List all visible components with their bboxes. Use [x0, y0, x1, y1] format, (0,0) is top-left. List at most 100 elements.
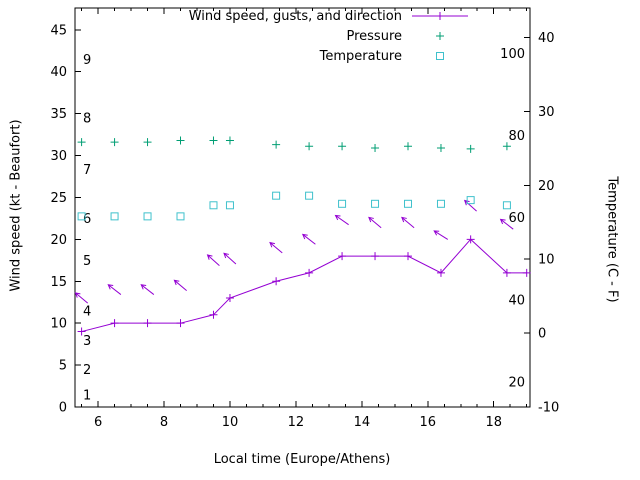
- x-tick-label: 18: [485, 415, 502, 430]
- pressure-point: [209, 136, 218, 145]
- legend-label-temperature: Temperature: [319, 48, 402, 64]
- wind-speed-point: [110, 319, 119, 328]
- wind-speed-line: [81, 238, 527, 333]
- temperature-point: [176, 212, 185, 221]
- right-tick-label: 20: [538, 179, 555, 194]
- pressure-point: [225, 136, 234, 145]
- left-tick-label: 15: [50, 275, 67, 290]
- x-tick-label: 8: [160, 415, 168, 430]
- temperature-legend-sample-icon: [436, 52, 444, 60]
- left-tick-label: 35: [50, 107, 67, 122]
- beaufort-label: 8: [83, 112, 91, 127]
- fahrenheit-label: 80: [508, 129, 525, 144]
- temperature-point: [371, 199, 380, 208]
- right-tick-label: 0: [538, 327, 546, 342]
- pressure-point: [143, 138, 152, 147]
- left-tick-label: 5: [59, 359, 67, 374]
- pressure-legend-sample-icon: [436, 32, 444, 40]
- left-tick-label: 0: [59, 401, 67, 416]
- temperature-point: [143, 212, 152, 221]
- wind-speed-point: [225, 294, 234, 303]
- temperature-point: [209, 201, 218, 210]
- legend-row-pressure: Pressure: [150, 26, 470, 46]
- wind-speed-point: [272, 277, 281, 286]
- wind-direction-arrow: [463, 199, 477, 212]
- temperature-point: [225, 201, 234, 210]
- wind-direction-arrow: [74, 292, 89, 304]
- pressure-point: [502, 142, 511, 151]
- x-tick-label: 14: [354, 415, 371, 430]
- legend-row-temperature: Temperature: [150, 46, 470, 66]
- right-tick-label: 40: [538, 31, 555, 46]
- temperature-point: [404, 199, 413, 208]
- plot-border: [74, 7, 531, 408]
- wind-direction-arrow: [107, 284, 122, 295]
- left-axis-title: Wind speed (kt - Beaufort): [8, 119, 24, 292]
- pressure-point: [466, 144, 475, 153]
- temperature-point: [110, 212, 119, 221]
- legend-label-wind: Wind speed, gusts, and direction: [188, 8, 402, 24]
- legend: Wind speed, gusts, and direction Pressur…: [150, 6, 470, 66]
- beaufort-label: 3: [83, 334, 91, 349]
- right-axis-title: Temperature (C - F): [604, 176, 620, 303]
- temperature-point: [338, 199, 347, 208]
- pressure-point: [77, 138, 86, 147]
- temperature-point: [77, 212, 86, 221]
- pressure-point: [110, 138, 119, 147]
- pressure-point: [436, 143, 445, 152]
- left-tick-label: 45: [50, 23, 67, 38]
- left-tick-label: 25: [50, 191, 67, 206]
- wind-legend-sample-icon: [412, 12, 468, 20]
- x-tick-label: 16: [420, 415, 437, 430]
- left-tick-label: 40: [50, 65, 67, 80]
- wind-direction-arrow: [206, 254, 220, 267]
- fahrenheit-label: 100: [500, 47, 525, 62]
- wind-speed-point: [522, 268, 531, 277]
- x-tick-label: 10: [222, 415, 239, 430]
- wind-speed-point: [466, 235, 475, 244]
- beaufort-label: 2: [83, 363, 91, 378]
- temperature-point: [272, 191, 281, 200]
- right-tick-label: 10: [538, 253, 555, 268]
- beaufort-label: 7: [83, 163, 91, 178]
- x-tick-label: 12: [288, 415, 305, 430]
- pressure-point: [272, 140, 281, 149]
- pressure-point: [176, 136, 185, 145]
- wind-direction-arrow: [140, 284, 155, 295]
- beaufort-label: 9: [83, 53, 91, 68]
- wind-direction-arrow: [499, 218, 514, 230]
- legend-row-wind: Wind speed, gusts, and direction: [150, 6, 470, 26]
- pressure-point: [404, 142, 413, 151]
- wind-speed-point: [143, 319, 152, 328]
- right-tick-label: -10: [538, 401, 559, 416]
- wind-direction-arrow: [433, 230, 449, 240]
- x-tick-label: 6: [94, 415, 102, 430]
- wind-direction-arrow: [301, 233, 316, 245]
- wind-direction-arrow: [368, 216, 382, 229]
- fahrenheit-label: 40: [508, 293, 525, 308]
- beaufort-label: 6: [83, 212, 91, 227]
- wind-speed-point: [502, 268, 511, 277]
- wind-speed-point: [436, 268, 445, 277]
- wind-speed-point: [404, 252, 413, 261]
- wind-speed-point: [209, 310, 218, 319]
- left-tick-label: 20: [50, 233, 67, 248]
- wind-direction-arrow: [173, 279, 187, 291]
- wind-speed-point: [77, 327, 86, 336]
- temperature-point: [305, 191, 314, 200]
- fahrenheit-label: 60: [508, 211, 525, 226]
- pressure-point: [338, 142, 347, 151]
- x-axis-title: Local time (Europe/Athens): [213, 452, 391, 467]
- wind-speed-point: [371, 252, 380, 261]
- wind-speed-point: [305, 268, 314, 277]
- wind-direction-arrow: [334, 214, 349, 226]
- left-tick-label: 10: [50, 317, 67, 332]
- temperature-point: [436, 199, 445, 208]
- wind-direction-arrow: [223, 252, 237, 265]
- legend-label-pressure: Pressure: [346, 28, 402, 44]
- wind-direction-arrow: [401, 216, 415, 229]
- beaufort-label: 5: [83, 254, 91, 269]
- beaufort-label: 4: [83, 304, 91, 319]
